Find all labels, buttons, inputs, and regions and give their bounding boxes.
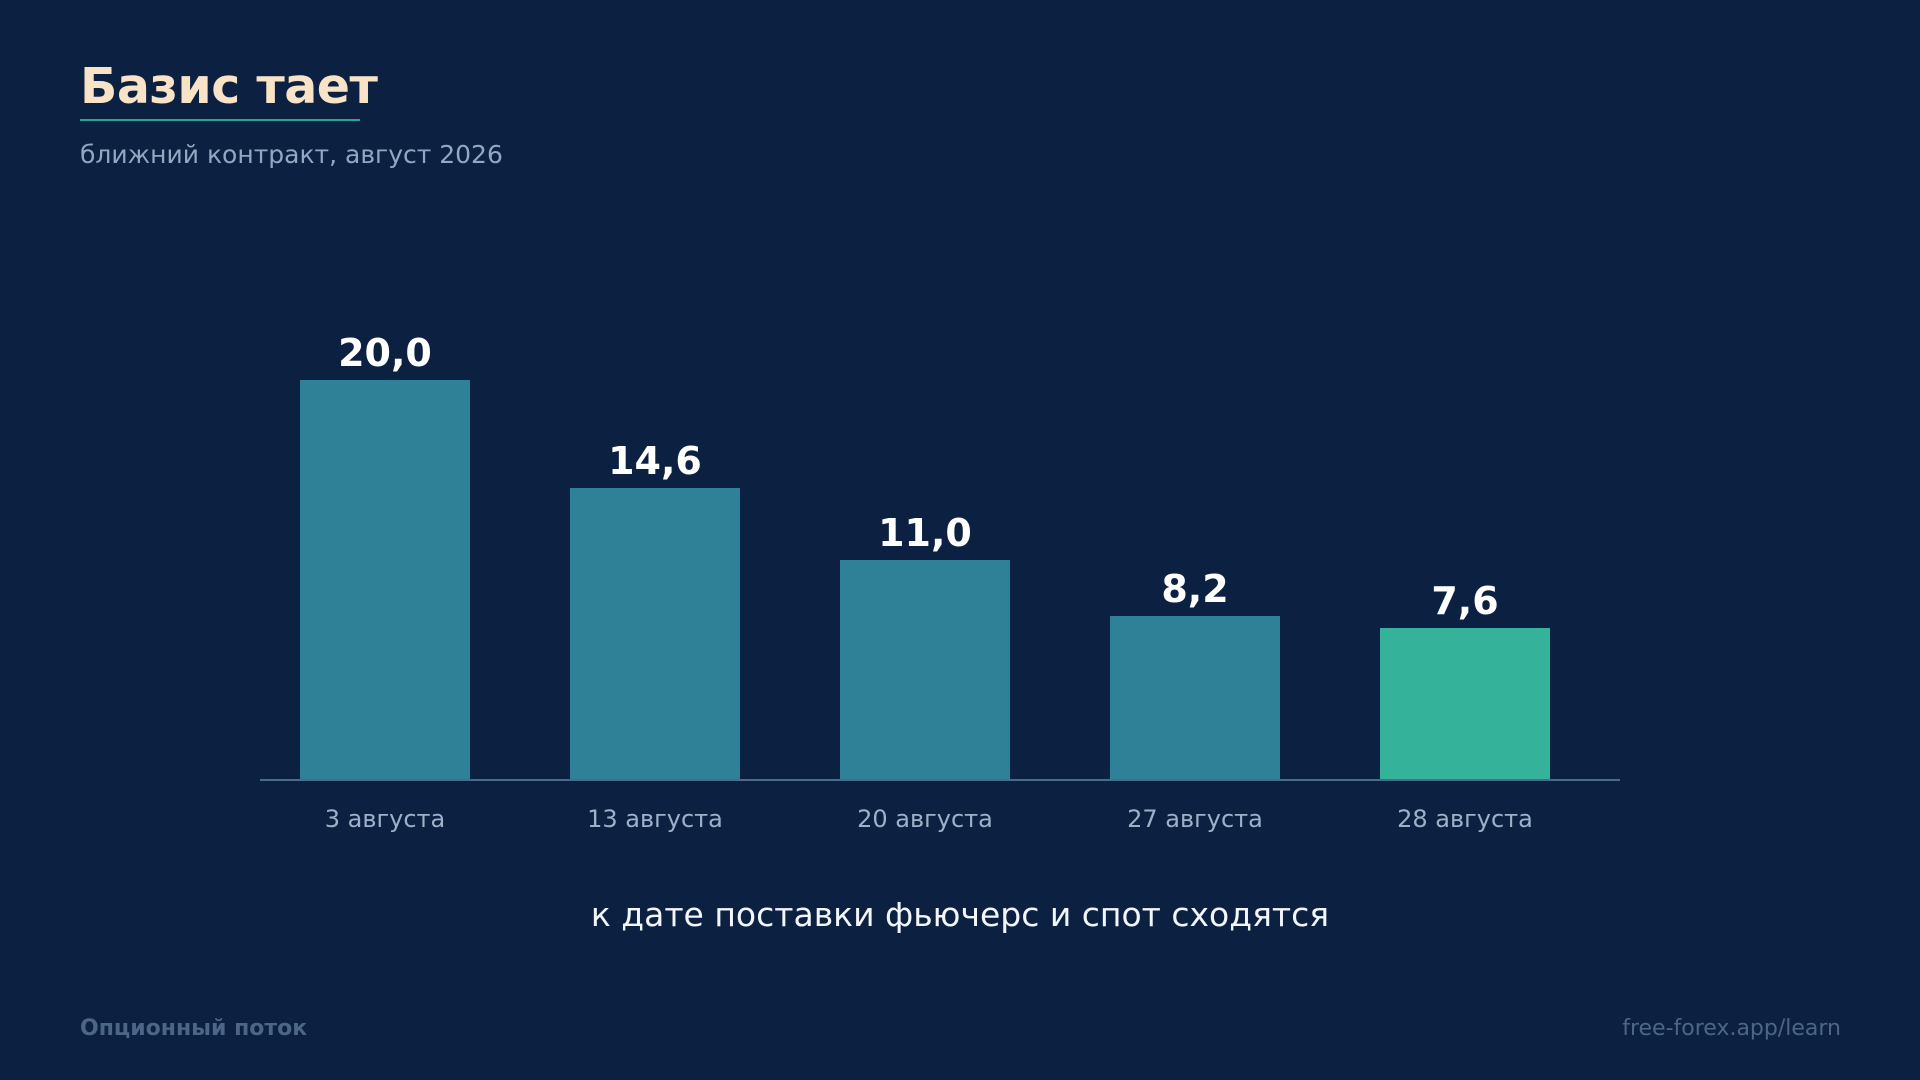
value-label-3: 11,0 [878,511,972,555]
value-labels-group: 20,0 14,6 11,0 8,2 7,6 [338,331,1499,623]
footer-brand: Опционный поток [80,1016,308,1041]
tick-label-4: 27 августа [1127,805,1263,833]
bar-4 [1110,616,1280,780]
chart-title: Базис тает [80,58,378,115]
tick-label-3: 20 августа [857,805,993,833]
chart-subtitle: ближний контракт, август 2026 [80,140,503,169]
bar-3 [840,560,1010,780]
title-underline [80,119,360,121]
value-label-4: 8,2 [1161,567,1228,611]
bar-1 [300,380,470,780]
value-label-1: 20,0 [338,331,432,375]
tick-label-5: 28 августа [1397,805,1533,833]
bar-5 [1380,628,1550,780]
chart-caption: к дате поставки фьючерс и спот сходятся [590,895,1330,934]
bars-group [300,380,1550,780]
value-label-5: 7,6 [1431,579,1498,623]
value-label-2: 14,6 [608,439,702,483]
tick-label-1: 3 августа [325,805,445,833]
tick-label-2: 13 августа [587,805,723,833]
bar-2 [570,488,740,780]
tick-labels-group: 3 августа 13 августа 20 августа 27 августа 2… [325,805,1533,833]
footer-link[interactable]: free-forex.app/learn [1622,1016,1841,1041]
